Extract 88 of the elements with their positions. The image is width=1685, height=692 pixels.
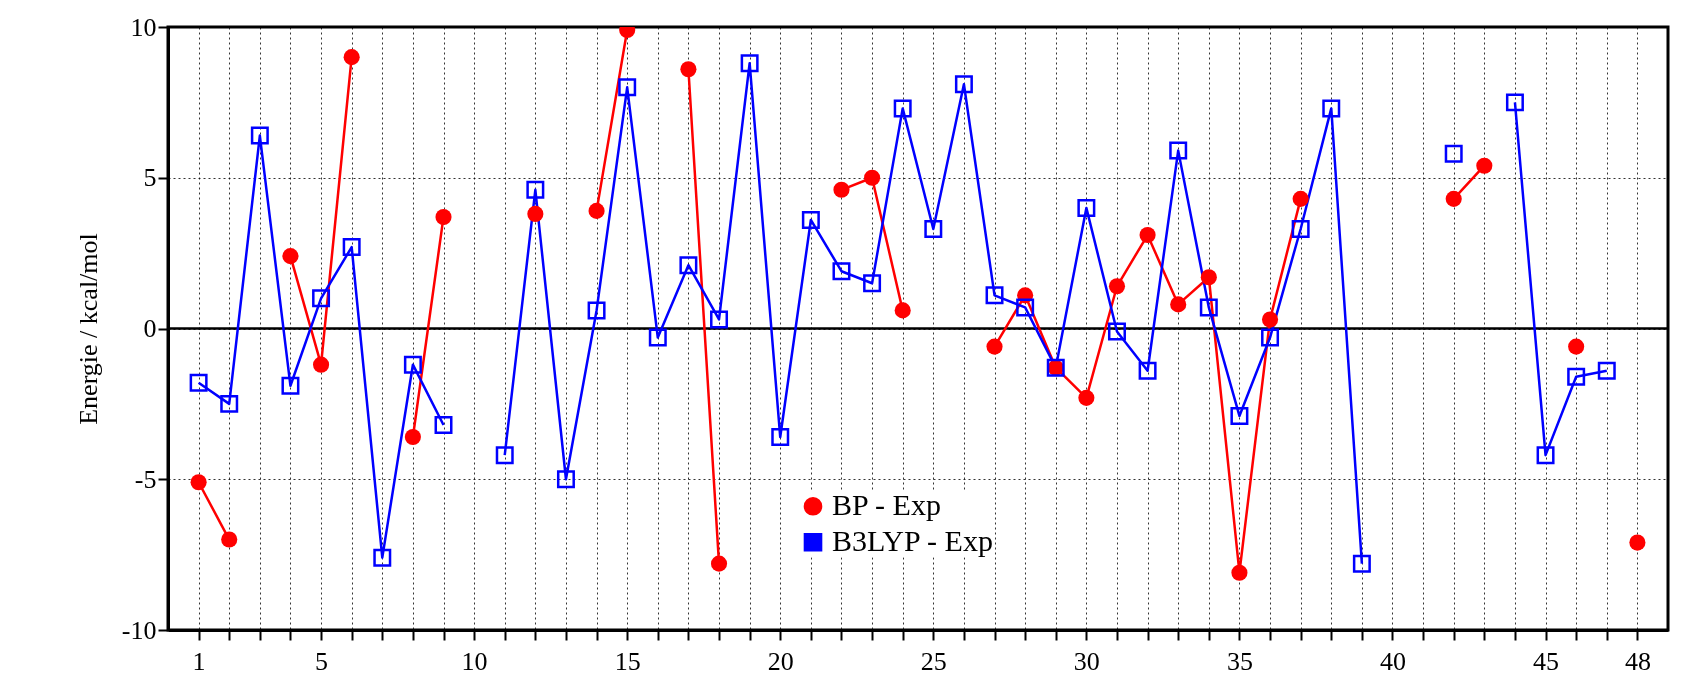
legend-label: B3LYP - Exp bbox=[832, 524, 993, 558]
point bbox=[1078, 389, 1095, 406]
point bbox=[832, 262, 851, 281]
point bbox=[1231, 564, 1248, 581]
point bbox=[894, 302, 911, 319]
point bbox=[1292, 190, 1309, 207]
y-tick-label: -10 bbox=[121, 615, 157, 645]
point bbox=[1077, 198, 1096, 217]
point bbox=[1016, 298, 1035, 317]
point bbox=[1567, 367, 1586, 386]
point bbox=[1230, 406, 1249, 425]
point bbox=[680, 61, 697, 78]
point bbox=[556, 470, 575, 489]
point bbox=[588, 202, 605, 219]
point bbox=[495, 446, 514, 465]
point bbox=[1444, 144, 1463, 163]
point bbox=[1352, 554, 1371, 573]
x-tick-label: 25 bbox=[920, 646, 947, 676]
point bbox=[740, 54, 759, 73]
point bbox=[710, 555, 728, 572]
y-tick-label: 5 bbox=[143, 163, 157, 193]
point bbox=[893, 99, 912, 118]
x-tick-label: 40 bbox=[1379, 646, 1406, 676]
point bbox=[1139, 226, 1156, 244]
point bbox=[526, 180, 545, 199]
point bbox=[1261, 328, 1280, 347]
point bbox=[313, 356, 330, 373]
point bbox=[189, 373, 208, 392]
point bbox=[220, 394, 239, 413]
point bbox=[863, 274, 882, 293]
point bbox=[1291, 220, 1310, 238]
x-tick-label: 45 bbox=[1533, 646, 1560, 676]
point bbox=[434, 415, 453, 434]
x-tick-label: 35 bbox=[1226, 646, 1253, 676]
point bbox=[924, 220, 943, 238]
point bbox=[1169, 141, 1188, 160]
point bbox=[1199, 298, 1218, 317]
x-tick-label: 15 bbox=[614, 646, 641, 676]
y-axis-title: Energie / kcal/mol bbox=[73, 233, 103, 425]
point bbox=[986, 338, 1003, 355]
point bbox=[250, 126, 269, 145]
point bbox=[648, 328, 667, 347]
y-tick-label: 0 bbox=[143, 314, 157, 343]
point bbox=[985, 286, 1004, 305]
point bbox=[801, 210, 820, 229]
point bbox=[527, 205, 544, 222]
point bbox=[1138, 361, 1157, 380]
point bbox=[618, 78, 637, 97]
point bbox=[771, 428, 790, 447]
point bbox=[343, 49, 360, 66]
point bbox=[282, 248, 299, 265]
point bbox=[1107, 322, 1126, 341]
point bbox=[403, 355, 422, 374]
point bbox=[1597, 361, 1616, 380]
point bbox=[190, 474, 207, 491]
x-tick-label: 10 bbox=[461, 646, 488, 676]
point bbox=[1200, 269, 1217, 286]
x-tick-label: 30 bbox=[1073, 646, 1100, 676]
point bbox=[435, 208, 452, 225]
x-tick-label: 20 bbox=[767, 646, 794, 676]
x-tick-label: 48 bbox=[1624, 646, 1651, 676]
point bbox=[1170, 296, 1187, 313]
point bbox=[1505, 93, 1524, 112]
point bbox=[404, 428, 421, 446]
point bbox=[221, 531, 238, 548]
point bbox=[1629, 534, 1646, 551]
x-tick-label: 5 bbox=[315, 646, 329, 676]
point bbox=[710, 310, 729, 329]
y-tick-label: 10 bbox=[130, 12, 157, 42]
point bbox=[833, 181, 850, 198]
point bbox=[342, 238, 361, 257]
point bbox=[1536, 446, 1555, 465]
point bbox=[1322, 99, 1341, 118]
x-tick-label: 1 bbox=[192, 646, 206, 676]
point bbox=[1568, 338, 1585, 355]
y-tick-label: -5 bbox=[134, 464, 157, 494]
point bbox=[954, 75, 973, 94]
point bbox=[679, 256, 698, 275]
point bbox=[587, 301, 606, 320]
point bbox=[312, 289, 331, 308]
point bbox=[1261, 311, 1279, 328]
point bbox=[864, 169, 881, 186]
point bbox=[1476, 157, 1493, 174]
point bbox=[1108, 278, 1126, 295]
legend-label: BP - Exp bbox=[832, 488, 941, 522]
point bbox=[373, 548, 392, 567]
point bbox=[1445, 190, 1462, 207]
point bbox=[281, 376, 300, 395]
